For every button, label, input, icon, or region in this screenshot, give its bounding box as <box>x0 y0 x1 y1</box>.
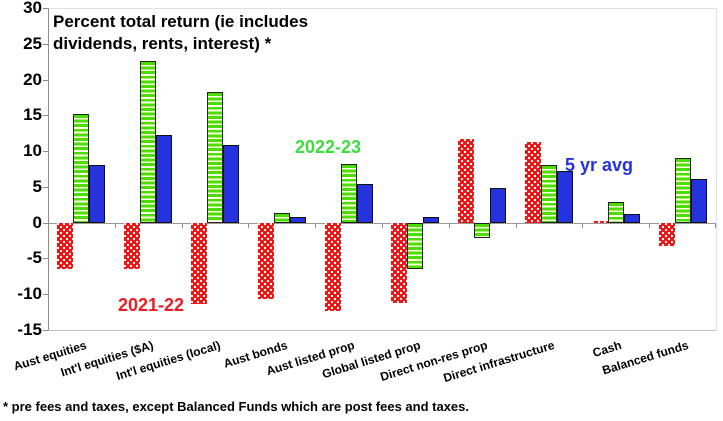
bar-5-yr-avg <box>223 144 239 223</box>
bar-2021-22 <box>591 221 608 223</box>
footnote: * pre fees and taxes, except Balanced Fu… <box>3 399 470 414</box>
bar-5-yr-avg <box>490 188 507 223</box>
bar-2022-23 <box>474 222 491 238</box>
bar-5-yr-avg <box>356 184 373 223</box>
bar-5-yr-avg <box>89 164 106 223</box>
series-label-5-yr-avg: 5 yr avg <box>565 155 634 175</box>
y-tick-label: -10 <box>17 284 42 304</box>
y-tick-label: 10 <box>23 141 42 161</box>
plot-right-border <box>716 8 717 331</box>
y-tick-label: -15 <box>17 320 42 339</box>
bar-5-yr-avg <box>423 216 440 223</box>
x-tick-mark <box>48 222 49 228</box>
x-tick-mark <box>382 222 383 228</box>
chart-title: Percent total return (ie includes divide… <box>53 12 309 54</box>
bar-2021-22 <box>525 141 541 223</box>
y-tick-label: 15 <box>23 105 42 125</box>
y-tick-mark <box>43 222 48 224</box>
bar-2021-22 <box>191 222 207 305</box>
plot-bottom-border <box>48 330 716 331</box>
y-tick-label: 30 <box>23 0 42 17</box>
y-tick-label: 5 <box>32 176 42 196</box>
series-label-2021-22: 2021-22 <box>118 295 185 315</box>
bar-2021-22 <box>324 222 341 312</box>
x-tick-mark <box>515 222 517 228</box>
y-axis-line <box>48 8 49 330</box>
bar-5-yr-avg <box>557 171 573 223</box>
bar-5-yr-avg <box>289 216 306 223</box>
y-tick-label: 0 <box>32 212 42 232</box>
bar-2021-22 <box>124 222 141 270</box>
bar-2022-23 <box>73 113 90 223</box>
bar-2022-23 <box>207 91 223 223</box>
bar-2022-23 <box>674 158 691 223</box>
plot-area: Percent total return (ie includes divide… <box>48 8 716 330</box>
y-tick-mark <box>43 258 48 260</box>
bar-5-yr-avg <box>690 179 707 223</box>
x-tick-mark <box>582 222 584 228</box>
y-tick-mark <box>43 43 48 45</box>
bar-5-yr-avg <box>623 214 640 223</box>
bar-2022-23 <box>607 201 624 223</box>
x-tick-mark <box>181 222 183 228</box>
y-tick-mark <box>43 186 48 188</box>
y-tick-mark <box>43 79 48 81</box>
y-tick-mark <box>43 294 48 296</box>
x-tick-mark <box>715 222 716 228</box>
x-tick-mark <box>315 222 317 228</box>
bar-2022-23 <box>140 60 157 223</box>
bar-2022-23 <box>340 163 357 223</box>
bar-5-yr-avg <box>156 135 173 223</box>
plot-top-border <box>48 8 716 9</box>
bar-2021-22 <box>458 138 475 223</box>
y-tick-mark <box>43 115 48 117</box>
bar-2022-23 <box>273 213 290 223</box>
bar-2022-23 <box>407 222 424 270</box>
y-tick-label: -5 <box>26 248 42 268</box>
x-tick-mark <box>649 222 651 228</box>
bar-2021-22 <box>658 222 675 247</box>
y-tick-label: 25 <box>23 33 42 53</box>
y-tick-mark <box>43 151 48 153</box>
x-tick-mark <box>248 222 250 228</box>
bar-2022-23 <box>541 165 557 223</box>
series-label-2022-23: 2022-23 <box>295 137 362 157</box>
y-tick-mark <box>43 330 48 331</box>
x-tick-mark <box>448 222 450 228</box>
bar-2021-22 <box>57 222 74 270</box>
y-tick-label: 20 <box>23 69 42 89</box>
bar-2021-22 <box>257 222 274 300</box>
bar-2021-22 <box>391 222 408 303</box>
y-tick-mark <box>43 8 48 9</box>
x-tick-mark <box>114 222 116 228</box>
